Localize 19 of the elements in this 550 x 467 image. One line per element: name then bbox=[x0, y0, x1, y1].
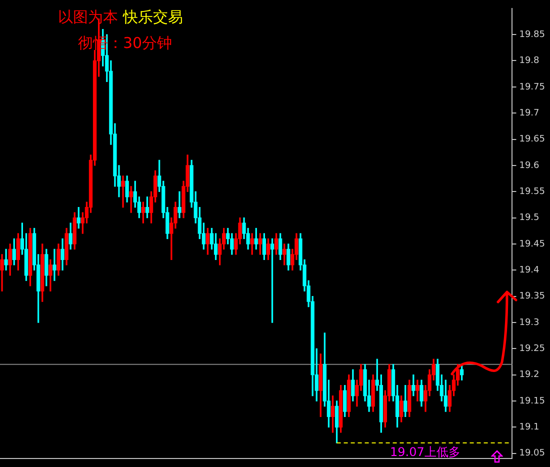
y-tick-label: 19.15 bbox=[519, 396, 545, 406]
y-tick-label: 19.85 bbox=[519, 30, 545, 40]
y-tick-label: 19.5 bbox=[519, 213, 540, 224]
y-tick-label: 19.05 bbox=[519, 448, 545, 459]
y-tick-label: 19.6 bbox=[519, 160, 540, 171]
y-tick-label: 19.8 bbox=[519, 56, 540, 66]
y-tick-label: 19.65 bbox=[519, 134, 545, 145]
y-tick-label: 19.45 bbox=[519, 239, 545, 250]
y-tick-label: 19.1 bbox=[519, 422, 540, 433]
chart-title: 以图为本 快乐交易 bbox=[58, 8, 183, 26]
y-tick-label: 19.35 bbox=[519, 292, 545, 302]
y-tick-label: 19.2 bbox=[519, 370, 540, 380]
y-tick-label: 19.3 bbox=[519, 318, 540, 328]
y-tick-label: 19.25 bbox=[519, 344, 545, 354]
y-tick-label: 19.4 bbox=[519, 265, 540, 276]
annotation: 19.07上低多 bbox=[390, 445, 460, 459]
y-tick-label: 19.55 bbox=[519, 186, 545, 197]
y-tick-label: 19.7 bbox=[519, 108, 540, 118]
y-tick-label: 19.75 bbox=[519, 82, 545, 92]
